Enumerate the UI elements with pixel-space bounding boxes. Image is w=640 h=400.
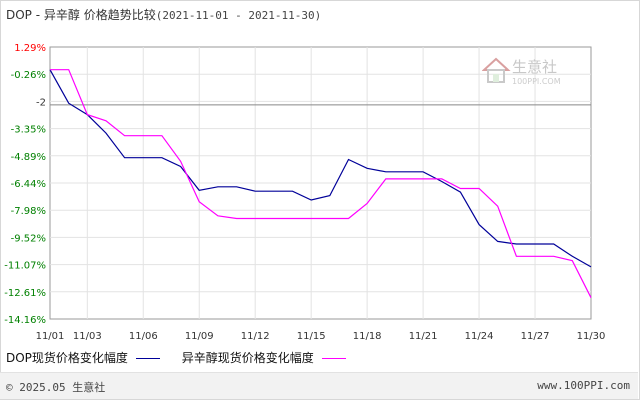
y-tick-label: -9.52% [11,233,46,244]
series-line-dop [49,69,592,268]
grid-layer [50,47,591,319]
x-tick-label: 11/09 [185,331,214,342]
y-tick-label: -2 [36,97,46,108]
series-line-2eh [50,69,592,298]
x-tick-labels: 11/01 11/03 11/06 11/09 11/12 11/15 11/18 11/21… [36,331,606,342]
series-layer [49,69,592,298]
y-tick-label: -0.26% [11,70,46,81]
y-tick-label: -3.35% [11,125,46,136]
y-tick-label: -4.89% [11,152,46,163]
y-tick-label: -11.07% [4,261,46,272]
x-tick-label: 11/21 [409,331,438,342]
watermark-subtext: 100PPI.COM [512,77,561,86]
chart-legend: DOP现货价格变化幅度 异辛醇现货价格变化幅度 [6,349,364,366]
footer-bar: © 2025.05 生意社 www.100PPI.com [0,372,638,399]
chart-title-date-range: (2021-11-01 - 2021-11-30) [155,9,322,22]
chart-title: DOP - 异辛醇 价格趋势比较(2021-11-01 - 2021-11-30… [6,6,321,23]
legend-swatch-dop [135,358,160,359]
legend-label-dop: DOP现货价格变化幅度 [6,351,128,365]
footer-website-link[interactable]: www.100PPI.com [537,379,630,392]
y-tick-label: -6.44% [11,179,46,190]
x-tick-label: 11/24 [465,331,494,342]
y-tick-label: -14.16% [4,315,46,326]
y-tick-label: -12.61% [4,288,46,299]
watermark-icon: 生意社 100PPI.COM [481,57,561,86]
legend-item-2eh: 异辛醇现货价格变化幅度 [182,349,346,366]
watermark-text: 生意社 [512,58,557,76]
x-tick-label: 11/30 [577,331,606,342]
x-tick-label: 11/06 [129,331,158,342]
y-tick-label: -7.98% [11,206,46,217]
x-tick-label: 11/18 [353,331,382,342]
x-tick-label: 11/12 [241,331,270,342]
x-tick-label: 11/27 [521,331,550,342]
x-tick-label: 11/15 [297,331,326,342]
watermark-logo: 生意社 100PPI.COM [481,54,582,94]
footer-copyright: © 2025.05 生意社 [6,381,106,394]
y-tick-label: 1.29% [14,43,46,54]
x-tick-label: 11/01 [36,331,65,342]
legend-swatch-2eh [321,358,346,359]
legend-label-2eh: 异辛醇现货价格变化幅度 [181,351,314,365]
x-tick-label: 11/03 [73,331,102,342]
chart-title-main: DOP - 异辛醇 价格趋势比较 [6,8,156,22]
legend-item-dop: DOP现货价格变化幅度 [6,349,160,366]
y-tick-labels: 1.29% -0.26% -2 -3.35% -4.89% -6.44% -7.98% -9.… [4,43,46,326]
